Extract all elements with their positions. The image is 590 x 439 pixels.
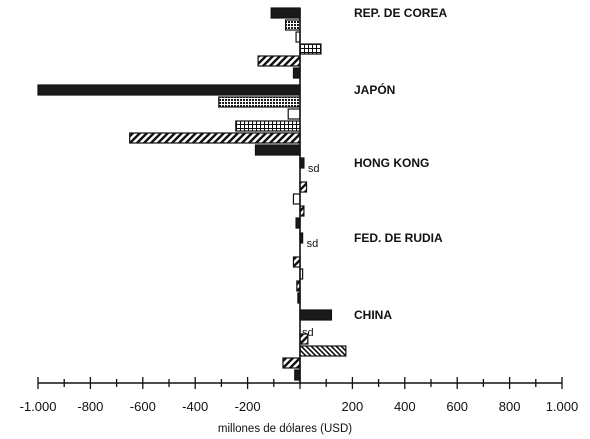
bar	[299, 181, 308, 193]
bar	[218, 96, 301, 108]
bar	[270, 7, 301, 19]
bar	[235, 120, 301, 132]
category-label: HONG KONG	[354, 156, 429, 170]
sd-note: sd	[308, 163, 320, 175]
bar	[282, 357, 301, 369]
x-tick-label: -800	[77, 399, 103, 414]
x-axis: -1.000 -800 -600 -400 -200 200 400 600 800 1.000	[20, 377, 579, 414]
bar	[37, 84, 301, 96]
bar	[292, 67, 301, 79]
bar	[299, 333, 309, 345]
bar	[254, 144, 301, 156]
x-tick-label: 200	[342, 399, 364, 414]
bar	[292, 193, 301, 205]
bar	[129, 132, 301, 144]
category-label: REP. DE COREA	[354, 6, 447, 20]
x-tick-label: 800	[499, 399, 521, 414]
bar	[257, 55, 301, 67]
category-labels: REP. DE COREA JAPÓN HONG KONG FED. DE RUDIA…	[354, 6, 447, 322]
bar	[284, 19, 301, 31]
x-tick-label: -400	[182, 399, 208, 414]
x-tick-label: -1.000	[20, 399, 57, 414]
bar	[299, 309, 333, 321]
x-tick-label: -600	[130, 399, 156, 414]
bar-layer: sd sd sd	[37, 7, 347, 383]
x-axis-title: millones de dólares (USD)	[218, 423, 352, 435]
x-tick-label: -200	[235, 399, 261, 414]
category-label: CHINA	[354, 308, 392, 322]
bar	[287, 108, 301, 120]
x-tick-label: 600	[446, 399, 468, 414]
x-tick-label: 1.000	[546, 399, 579, 414]
sd-note: sd	[307, 238, 319, 250]
bar	[299, 43, 322, 55]
bar	[299, 345, 347, 357]
category-label: FED. DE RUDIA	[354, 231, 443, 245]
x-tick-label: 400	[394, 399, 416, 414]
bar	[292, 256, 301, 268]
sd-note: sd	[302, 327, 314, 339]
category-label: JAPÓN	[354, 82, 395, 97]
